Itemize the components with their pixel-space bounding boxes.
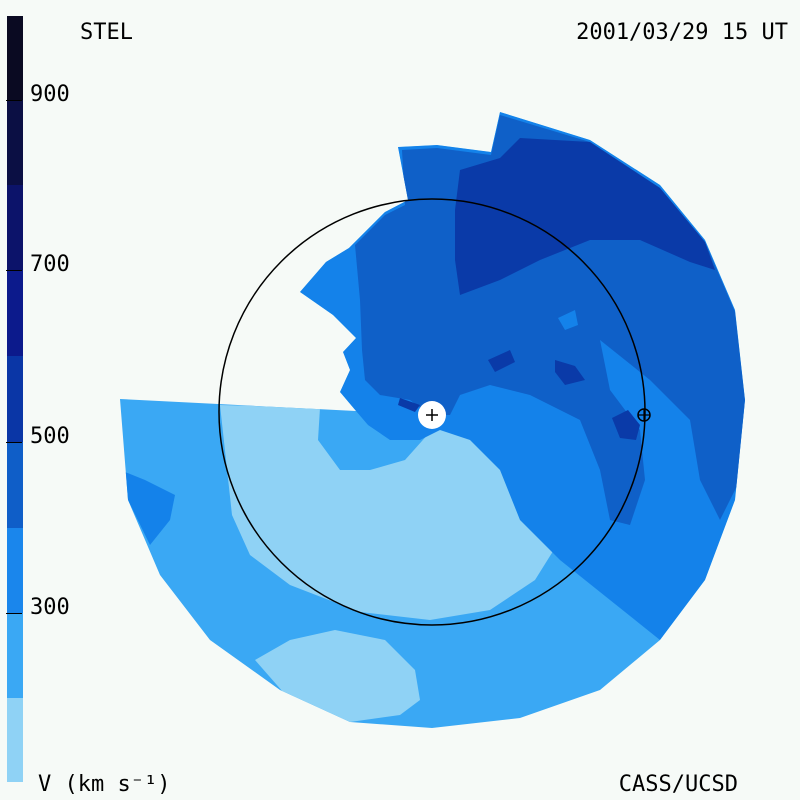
colorbar-label-500: 500	[30, 424, 70, 449]
colorbar-label-300: 300	[30, 595, 70, 620]
timestamp-label: 2001/03/29 15 UT	[576, 20, 788, 45]
earth-orbit-circle	[218, 198, 646, 626]
colorbar-label-700: 700	[30, 252, 70, 277]
earth-marker	[637, 408, 651, 422]
units-label: V (km s⁻¹)	[38, 772, 171, 797]
region-v600-patch-c	[488, 350, 515, 372]
colorbar-tick-900	[6, 100, 22, 101]
colorbar-tick-300	[6, 613, 22, 614]
colorbar	[7, 16, 23, 782]
region-v400-patch	[558, 310, 578, 330]
region-v200-center	[220, 405, 565, 620]
colorbar-tick-700	[6, 270, 22, 271]
region-v600	[455, 138, 715, 295]
sun-plus-marker	[418, 401, 446, 429]
credit-label: CASS/UCSD	[618, 772, 738, 797]
region-v600-patch-b	[612, 410, 640, 440]
colorbar-tick-500	[6, 442, 22, 443]
region-v400-left	[120, 470, 175, 545]
region-v600-patch-d	[398, 398, 420, 412]
observatory-label: STEL	[80, 20, 133, 45]
region-v600-patch-a	[555, 360, 585, 385]
colorbar-label-900: 900	[30, 82, 70, 107]
